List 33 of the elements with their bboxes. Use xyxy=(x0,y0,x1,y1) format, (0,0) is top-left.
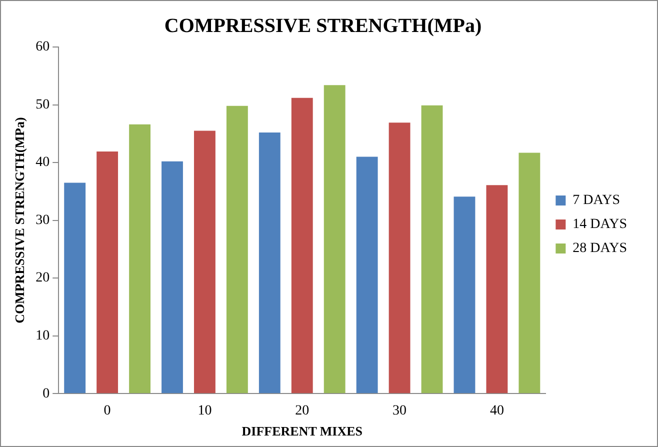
bar xyxy=(486,185,508,394)
legend-label: 14 DAYS xyxy=(572,217,628,232)
bar xyxy=(356,156,378,394)
y-tick-label: 0 xyxy=(42,386,50,402)
bar xyxy=(64,182,86,394)
x-tick-label: 20 xyxy=(295,404,310,419)
x-tick-label: 40 xyxy=(490,404,504,419)
y-axis-title: COMPRESSIVE STRENGTH(MPa) xyxy=(12,117,28,324)
bar xyxy=(162,161,183,394)
x-tick-label: 0 xyxy=(104,404,111,419)
chart-title: COMPRESSIVE STRENGTH(MPa) xyxy=(164,15,482,38)
bar xyxy=(226,106,248,394)
bar xyxy=(129,124,150,394)
x-tick-label: 10 xyxy=(198,404,212,419)
y-tick-label: 10 xyxy=(36,328,50,344)
bar xyxy=(291,98,313,394)
bar xyxy=(258,132,280,394)
x-tick-label: 30 xyxy=(392,404,407,419)
legend-label: 28 DAYS xyxy=(572,241,628,256)
bar xyxy=(421,105,443,394)
y-tick-label: 20 xyxy=(36,270,50,286)
bar xyxy=(454,196,476,394)
y-tick-label: 40 xyxy=(36,155,50,170)
y-tick-label: 30 xyxy=(36,212,50,228)
x-axis-title: DIFFERENT MIXES xyxy=(242,424,363,439)
bar xyxy=(96,152,118,394)
y-tick-label: 60 xyxy=(36,40,50,55)
bar xyxy=(324,85,346,394)
bar xyxy=(194,130,216,394)
bar xyxy=(388,122,410,394)
y-tick-label: 50 xyxy=(36,97,50,112)
bar xyxy=(518,152,540,394)
legend-label: 7 DAYS xyxy=(572,193,620,208)
